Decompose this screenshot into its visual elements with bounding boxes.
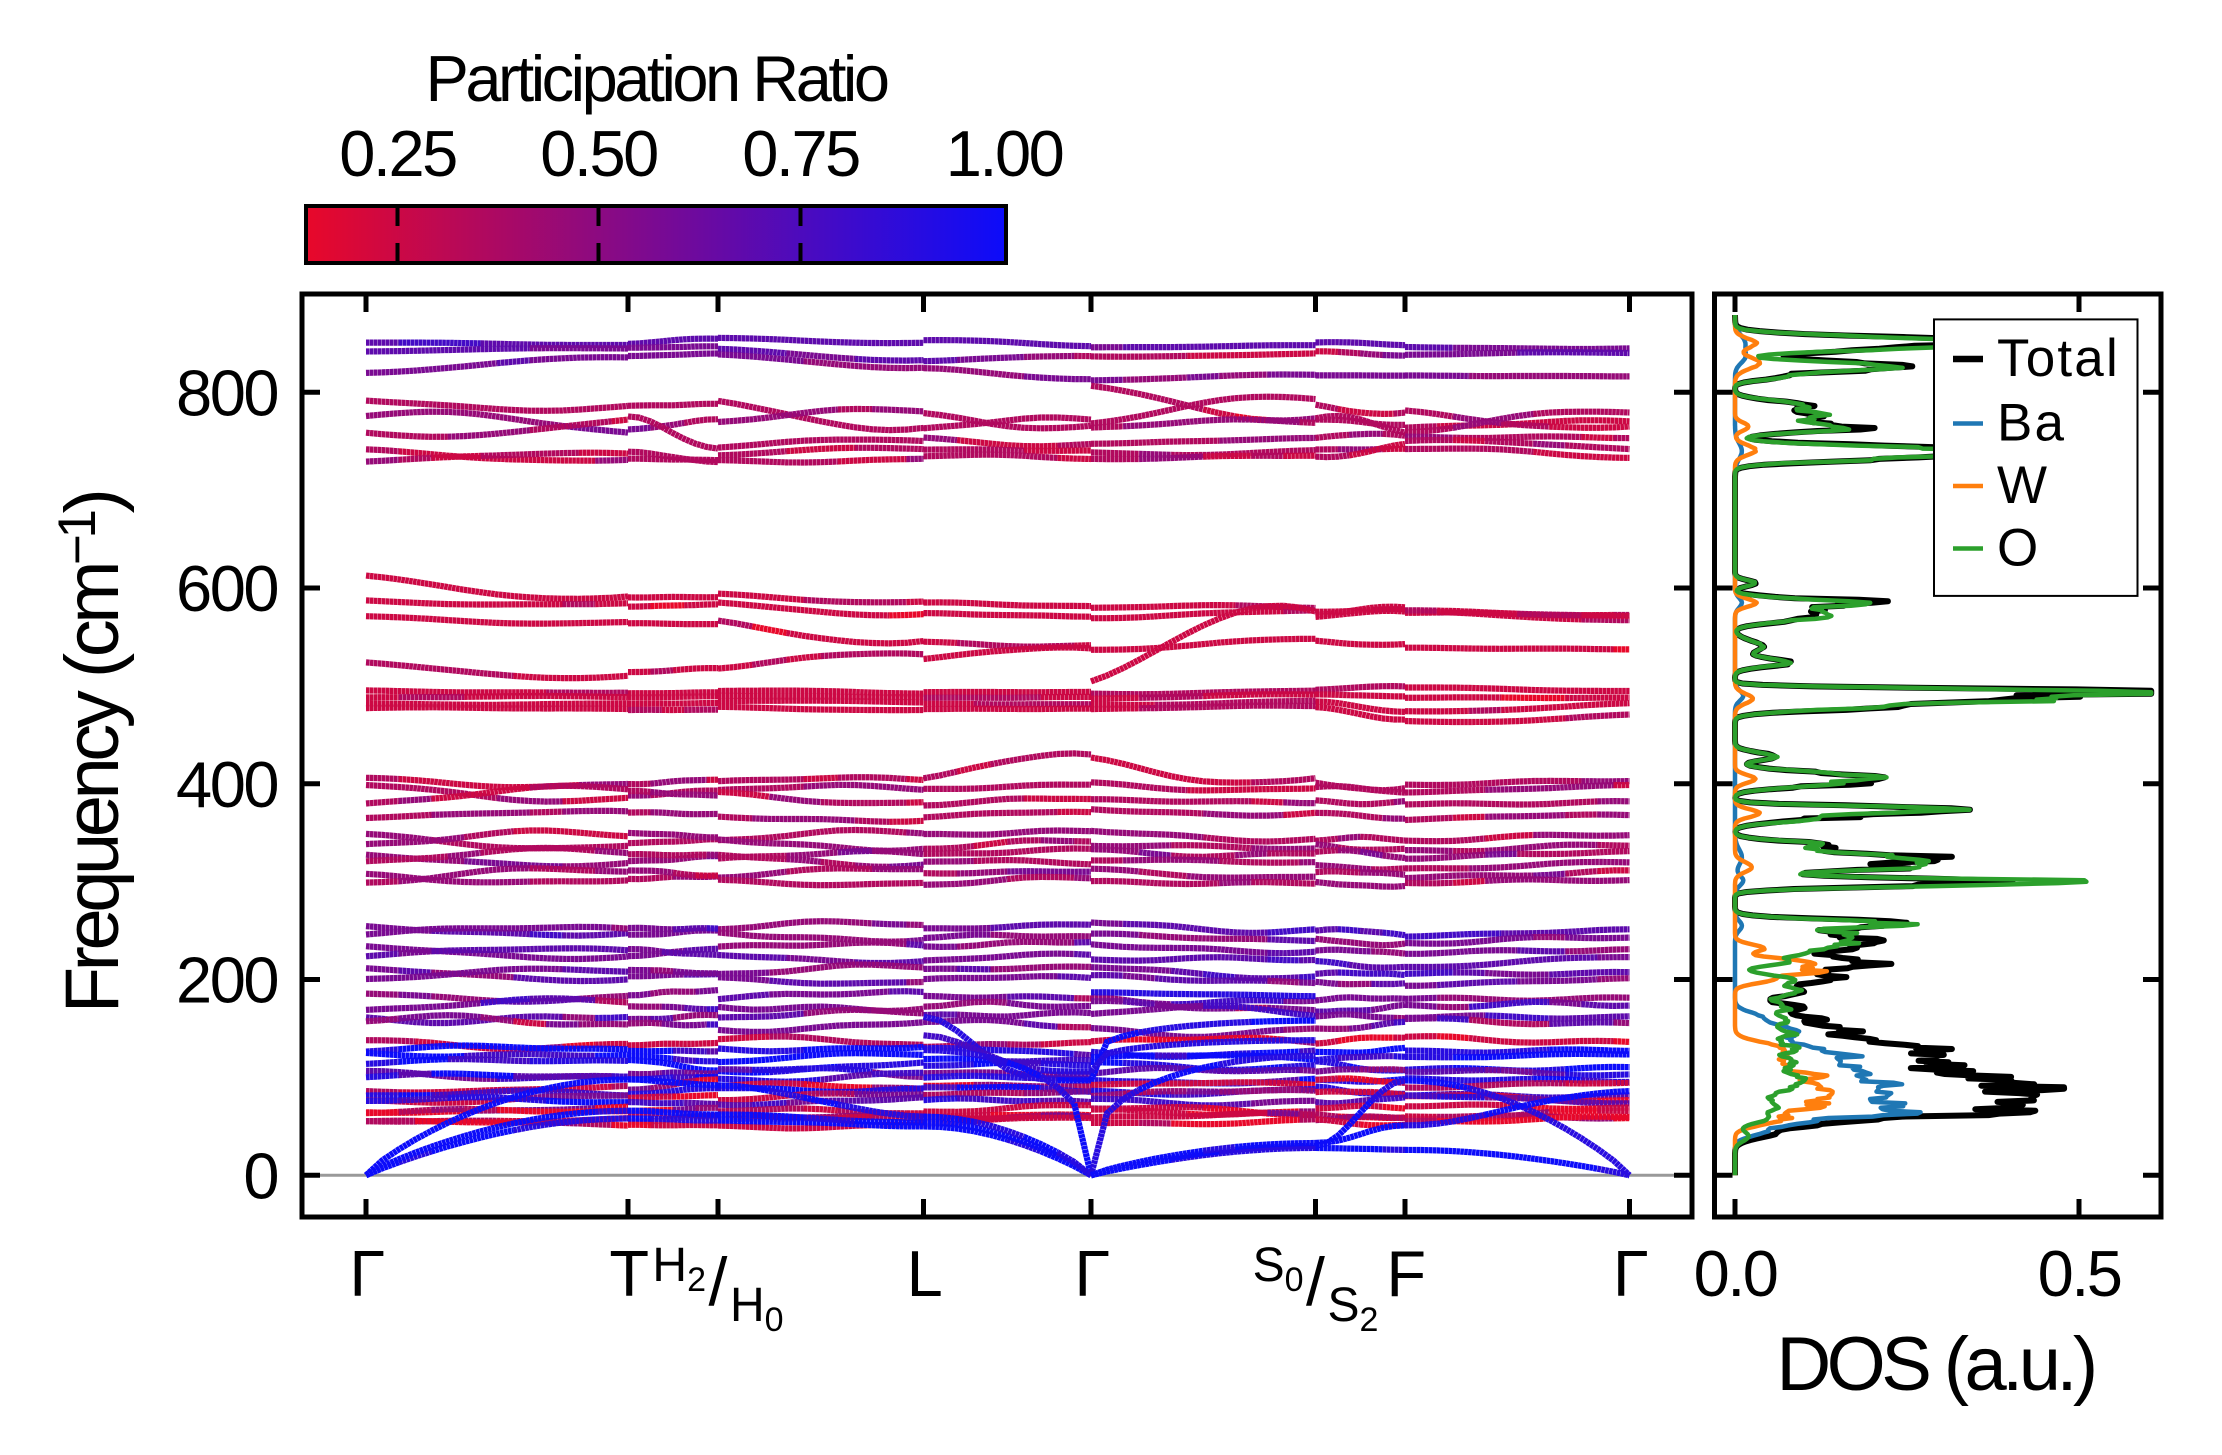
svg-text:400: 400 [176, 748, 277, 821]
svg-text:0.75: 0.75 [742, 117, 859, 190]
svg-text:Γ: Γ [1074, 1237, 1108, 1310]
svg-text:Ba: Ba [1997, 394, 2066, 453]
svg-text:Γ: Γ [349, 1237, 383, 1310]
svg-text:F: F [1386, 1237, 1424, 1310]
svg-text:Frequency (cm−1): Frequency (cm−1) [48, 493, 135, 1014]
svg-text:0.25: 0.25 [339, 117, 456, 190]
svg-text:0.5: 0.5 [2038, 1237, 2121, 1310]
svg-text:T: T [609, 1237, 648, 1310]
svg-text:200: 200 [176, 944, 277, 1017]
svg-text:Participation Ratio: Participation Ratio [426, 42, 888, 115]
svg-text:600: 600 [176, 552, 277, 625]
svg-text:Γ: Γ [1613, 1237, 1647, 1310]
svg-text:DOS (a.u.): DOS (a.u.) [1776, 1322, 2093, 1407]
svg-text:0.50: 0.50 [540, 117, 657, 190]
svg-text:L: L [907, 1237, 941, 1310]
svg-text:S0: S0 [1253, 1239, 1304, 1299]
svg-text:H2: H2 [652, 1239, 706, 1299]
svg-text:W: W [1997, 456, 2049, 515]
svg-text:1.00: 1.00 [946, 117, 1063, 190]
svg-text:O: O [1997, 519, 2040, 578]
svg-text:/: / [709, 1244, 728, 1320]
svg-text:Total: Total [1997, 329, 2120, 388]
svg-text:/: / [1306, 1244, 1325, 1320]
svg-text:800: 800 [176, 356, 277, 429]
svg-text:0.0: 0.0 [1694, 1237, 1777, 1310]
svg-text:0: 0 [243, 1139, 277, 1212]
